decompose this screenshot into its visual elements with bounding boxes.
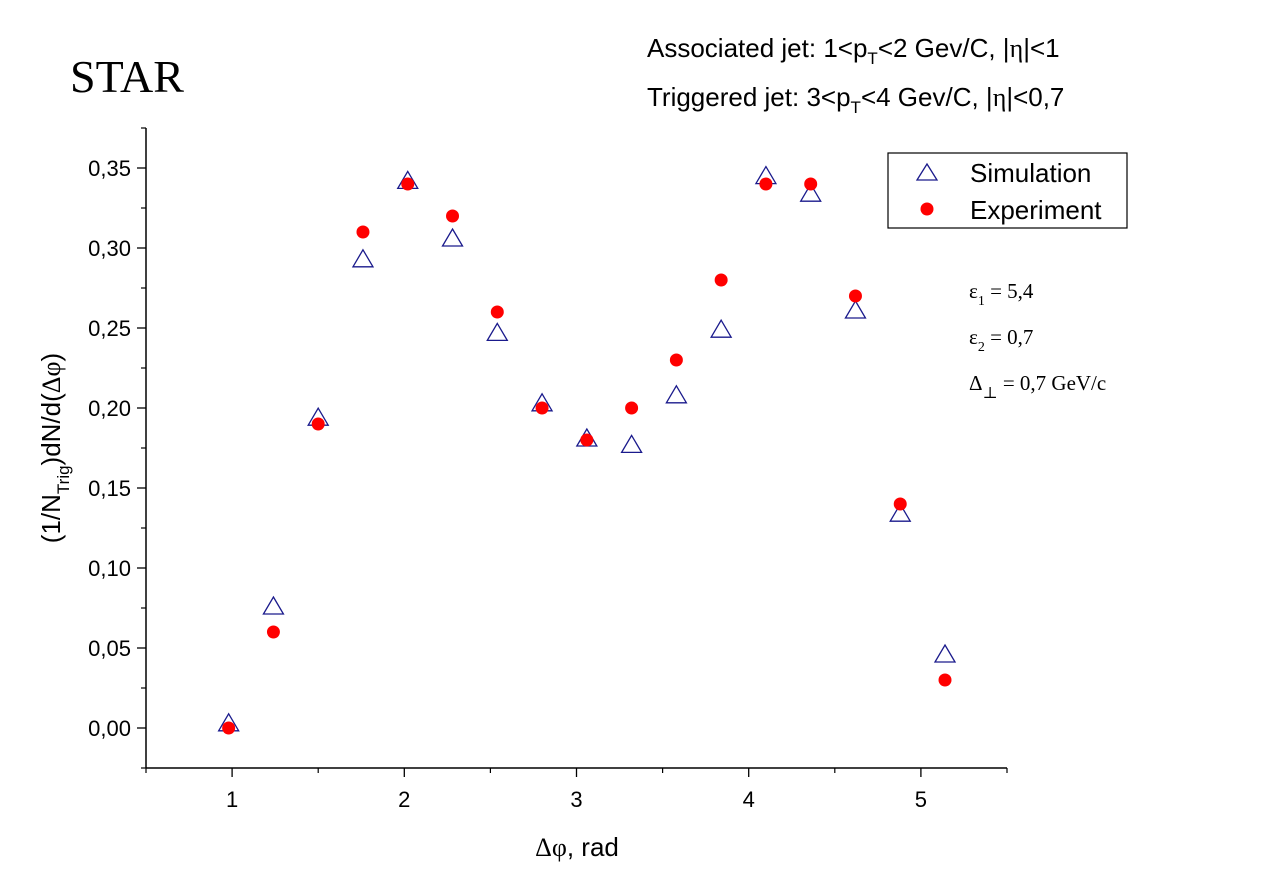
experiment-point (266, 625, 280, 639)
simulation-point (710, 318, 733, 338)
y-tick-label: 0,15 (88, 476, 131, 501)
experiment-point (938, 673, 952, 687)
star-logo: STAR (70, 51, 184, 102)
simulation-point (262, 595, 285, 615)
y-tick-label: 0,30 (88, 236, 131, 261)
legend: Simulation Experiment (887, 152, 1128, 229)
experiment-point (848, 289, 862, 303)
header-triggered-jet: Triggered jet: 3<pT<4 Gev/C, |η|<0,7 (647, 82, 1064, 117)
legend-experiment-label: Experiment (970, 195, 1102, 225)
axis-tick-labels: 1 2 3 4 5 0,00 0,05 0,10 0,15 0,20 0,25 0,30 0,35 (88, 156, 927, 812)
annotation-delta-perp: Δ⊥ = 0,7 GeV/c (969, 371, 1106, 402)
x-axis-label: Δφ, rad (535, 832, 619, 862)
legend-simulation-marker (915, 162, 939, 181)
experiment-point (759, 177, 773, 191)
legend-experiment-marker (920, 202, 934, 216)
simulation-point (844, 299, 867, 319)
experiment-point (222, 721, 236, 735)
x-tick-label: 3 (570, 787, 582, 812)
header-associated-jet: Associated jet: 1<pT<2 Gev/C, |η|<1 (647, 33, 1060, 68)
experiment-point (625, 401, 639, 415)
experiment-point (714, 273, 728, 287)
annotation-epsilon2: ε2 = 0,7 (969, 325, 1033, 355)
simulation-point (620, 434, 643, 454)
parameter-annotations: ε1 = 5,4 ε2 = 0,7 Δ⊥ = 0,7 GeV/c (969, 279, 1106, 402)
experiment-point (804, 177, 818, 191)
axis-ticks (137, 127, 1008, 777)
experiment-point (356, 225, 370, 239)
x-tick-label: 5 (915, 787, 927, 812)
y-tick-label: 0,10 (88, 556, 131, 581)
y-tick-label: 0,35 (88, 156, 131, 181)
experiment-point (669, 353, 683, 367)
annotation-epsilon1: ε1 = 5,4 (969, 279, 1034, 309)
experiment-point (893, 497, 907, 511)
simulation-point (486, 322, 509, 342)
y-axis-label: (1/NTrig)dN/d(Δφ) (36, 353, 73, 543)
experiment-point (535, 401, 549, 415)
simulation-point (889, 502, 912, 522)
y-tick-label: 0,25 (88, 316, 131, 341)
y-tick-label: 0,05 (88, 636, 131, 661)
simulation-point (933, 643, 957, 663)
simulation-point (799, 182, 822, 202)
experiment-point (446, 209, 460, 223)
experiment-point (401, 177, 415, 191)
data-series (217, 165, 957, 735)
experiment-point (580, 433, 594, 447)
x-tick-label: 2 (398, 787, 410, 812)
x-tick-label: 4 (743, 787, 755, 812)
experiment-point (311, 417, 325, 431)
y-tick-label: 0,20 (88, 396, 131, 421)
simulation-point (351, 248, 375, 268)
legend-simulation-label: Simulation (970, 158, 1091, 188)
y-tick-label: 0,00 (88, 716, 131, 741)
x-tick-label: 1 (226, 787, 238, 812)
simulation-point (665, 384, 688, 404)
experiment-point (490, 305, 504, 319)
simulation-point (441, 227, 464, 247)
